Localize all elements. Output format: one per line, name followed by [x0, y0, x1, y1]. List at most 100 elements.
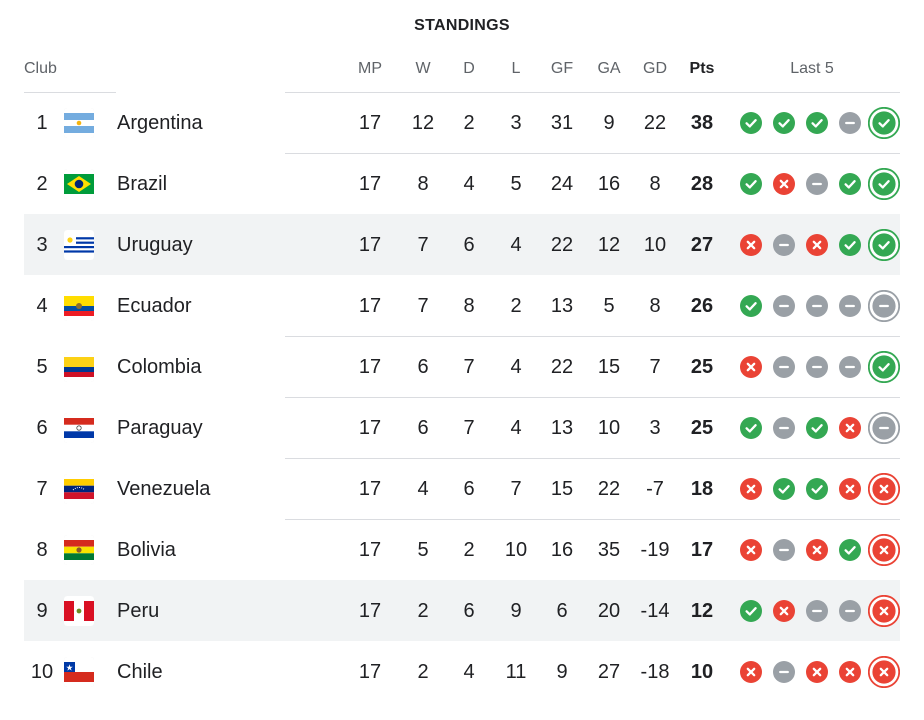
- win-result-icon[interactable]: [773, 478, 795, 500]
- column-header-club[interactable]: Club: [24, 60, 57, 77]
- loss-result-icon[interactable]: [839, 417, 861, 439]
- win-result-icon[interactable]: [868, 107, 900, 139]
- mp-value: 17: [358, 539, 382, 561]
- draw-result-icon[interactable]: [773, 417, 795, 439]
- w-value: 4: [417, 478, 429, 500]
- win-result-icon[interactable]: [868, 351, 900, 383]
- last-5-results: [740, 534, 900, 566]
- draw-result-icon[interactable]: [806, 356, 828, 378]
- table-row[interactable]: 8 Bolivia 17 5 2 10 16 35 -19 17: [0, 519, 924, 580]
- loss-result-icon[interactable]: [868, 534, 900, 566]
- loss-result-icon[interactable]: [806, 539, 828, 561]
- gf-value: 24: [550, 173, 574, 195]
- table-row[interactable]: 6 Paraguay 17 6 7 4 13 10 3 25: [0, 397, 924, 458]
- club-name[interactable]: Brazil: [117, 173, 168, 195]
- row-divider: [285, 92, 900, 93]
- draw-result-icon[interactable]: [839, 600, 861, 622]
- loss-result-icon[interactable]: [773, 600, 795, 622]
- loss-result-icon[interactable]: [773, 173, 795, 195]
- mp-value: 17: [358, 661, 382, 683]
- column-header-mp[interactable]: MP: [358, 60, 382, 77]
- loss-result-icon[interactable]: [740, 356, 762, 378]
- page-title: STANDINGS: [414, 17, 510, 34]
- draw-result-icon[interactable]: [773, 539, 795, 561]
- loss-result-icon[interactable]: [740, 234, 762, 256]
- table-row[interactable]: 10 Chile 17 2 4 11 9 27 -18 10: [0, 641, 924, 702]
- row-divider: [285, 458, 900, 459]
- paraguay-flag-icon: [64, 413, 94, 443]
- column-header-pts[interactable]: Pts: [689, 60, 715, 77]
- pts-value: 25: [690, 356, 714, 378]
- win-result-icon[interactable]: [773, 112, 795, 134]
- draw-result-icon[interactable]: [806, 295, 828, 317]
- loss-result-icon[interactable]: [740, 539, 762, 561]
- club-name[interactable]: Chile: [117, 661, 163, 683]
- column-header-ga[interactable]: GA: [597, 60, 621, 77]
- win-result-icon[interactable]: [868, 229, 900, 261]
- column-header-l[interactable]: L: [511, 60, 521, 77]
- table-row[interactable]: 9 Peru 17 2 6 9 6 20 -14 12: [0, 580, 924, 641]
- club-name[interactable]: Venezuela: [117, 478, 211, 500]
- loss-result-icon[interactable]: [806, 234, 828, 256]
- draw-result-icon[interactable]: [868, 290, 900, 322]
- loss-result-icon[interactable]: [839, 661, 861, 683]
- table-row[interactable]: 2 Brazil 17 8 4 5 24 16 8 28: [0, 153, 924, 214]
- draw-result-icon[interactable]: [806, 600, 828, 622]
- d-value: 6: [463, 478, 475, 500]
- loss-result-icon[interactable]: [740, 661, 762, 683]
- loss-result-icon[interactable]: [806, 661, 828, 683]
- win-result-icon[interactable]: [806, 478, 828, 500]
- table-row[interactable]: 4 Ecuador 17 7 8 2 13 5 8 26: [0, 275, 924, 336]
- loss-result-icon[interactable]: [868, 473, 900, 505]
- column-header-w[interactable]: W: [415, 60, 431, 77]
- win-result-icon[interactable]: [740, 295, 762, 317]
- draw-result-icon[interactable]: [839, 295, 861, 317]
- rank: 4: [36, 295, 48, 317]
- win-result-icon[interactable]: [839, 539, 861, 561]
- gd-value: 10: [643, 234, 667, 256]
- draw-result-icon[interactable]: [773, 295, 795, 317]
- column-header-d[interactable]: D: [463, 60, 475, 77]
- win-result-icon[interactable]: [806, 112, 828, 134]
- rank: 1: [36, 112, 48, 134]
- pts-value: 27: [690, 234, 714, 256]
- table-row[interactable]: 3 Uruguay 17 7 6 4 22 12 10 27: [0, 214, 924, 275]
- draw-result-icon[interactable]: [773, 356, 795, 378]
- club-name[interactable]: Argentina: [117, 112, 203, 134]
- loss-result-icon[interactable]: [740, 478, 762, 500]
- win-result-icon[interactable]: [740, 112, 762, 134]
- win-result-icon[interactable]: [740, 173, 762, 195]
- column-header-gd[interactable]: GD: [643, 60, 667, 77]
- l-value: 2: [510, 295, 522, 317]
- l-value: 5: [510, 173, 522, 195]
- win-result-icon[interactable]: [806, 417, 828, 439]
- draw-result-icon[interactable]: [773, 661, 795, 683]
- draw-result-icon[interactable]: [868, 412, 900, 444]
- draw-result-icon[interactable]: [839, 112, 861, 134]
- column-header-gf[interactable]: GF: [550, 60, 574, 77]
- win-result-icon[interactable]: [839, 173, 861, 195]
- table-row[interactable]: 1 Argentina 17 12 2 3 31 9 22 38: [0, 92, 924, 153]
- table-row[interactable]: 5 Colombia 17 6 7 4 22 15 7 25: [0, 336, 924, 397]
- club-name[interactable]: Ecuador: [117, 295, 192, 317]
- win-result-icon[interactable]: [740, 417, 762, 439]
- win-result-icon[interactable]: [740, 600, 762, 622]
- win-result-icon[interactable]: [868, 168, 900, 200]
- l-value: 9: [510, 600, 522, 622]
- club-name[interactable]: Peru: [117, 600, 160, 622]
- club-name[interactable]: Bolivia: [117, 539, 176, 561]
- draw-result-icon[interactable]: [773, 234, 795, 256]
- loss-result-icon[interactable]: [868, 595, 900, 627]
- loss-result-icon[interactable]: [839, 478, 861, 500]
- club-name[interactable]: Colombia: [117, 356, 202, 378]
- win-result-icon[interactable]: [839, 234, 861, 256]
- club-name[interactable]: Paraguay: [117, 417, 203, 439]
- club-name[interactable]: Uruguay: [117, 234, 193, 256]
- table-row[interactable]: 7 Venezuela 17 4 6 7 15 22 -7 18: [0, 458, 924, 519]
- column-header-last5: Last 5: [790, 60, 834, 77]
- d-value: 8: [463, 295, 475, 317]
- gf-value: 22: [550, 234, 574, 256]
- loss-result-icon[interactable]: [868, 656, 900, 688]
- draw-result-icon[interactable]: [806, 173, 828, 195]
- draw-result-icon[interactable]: [839, 356, 861, 378]
